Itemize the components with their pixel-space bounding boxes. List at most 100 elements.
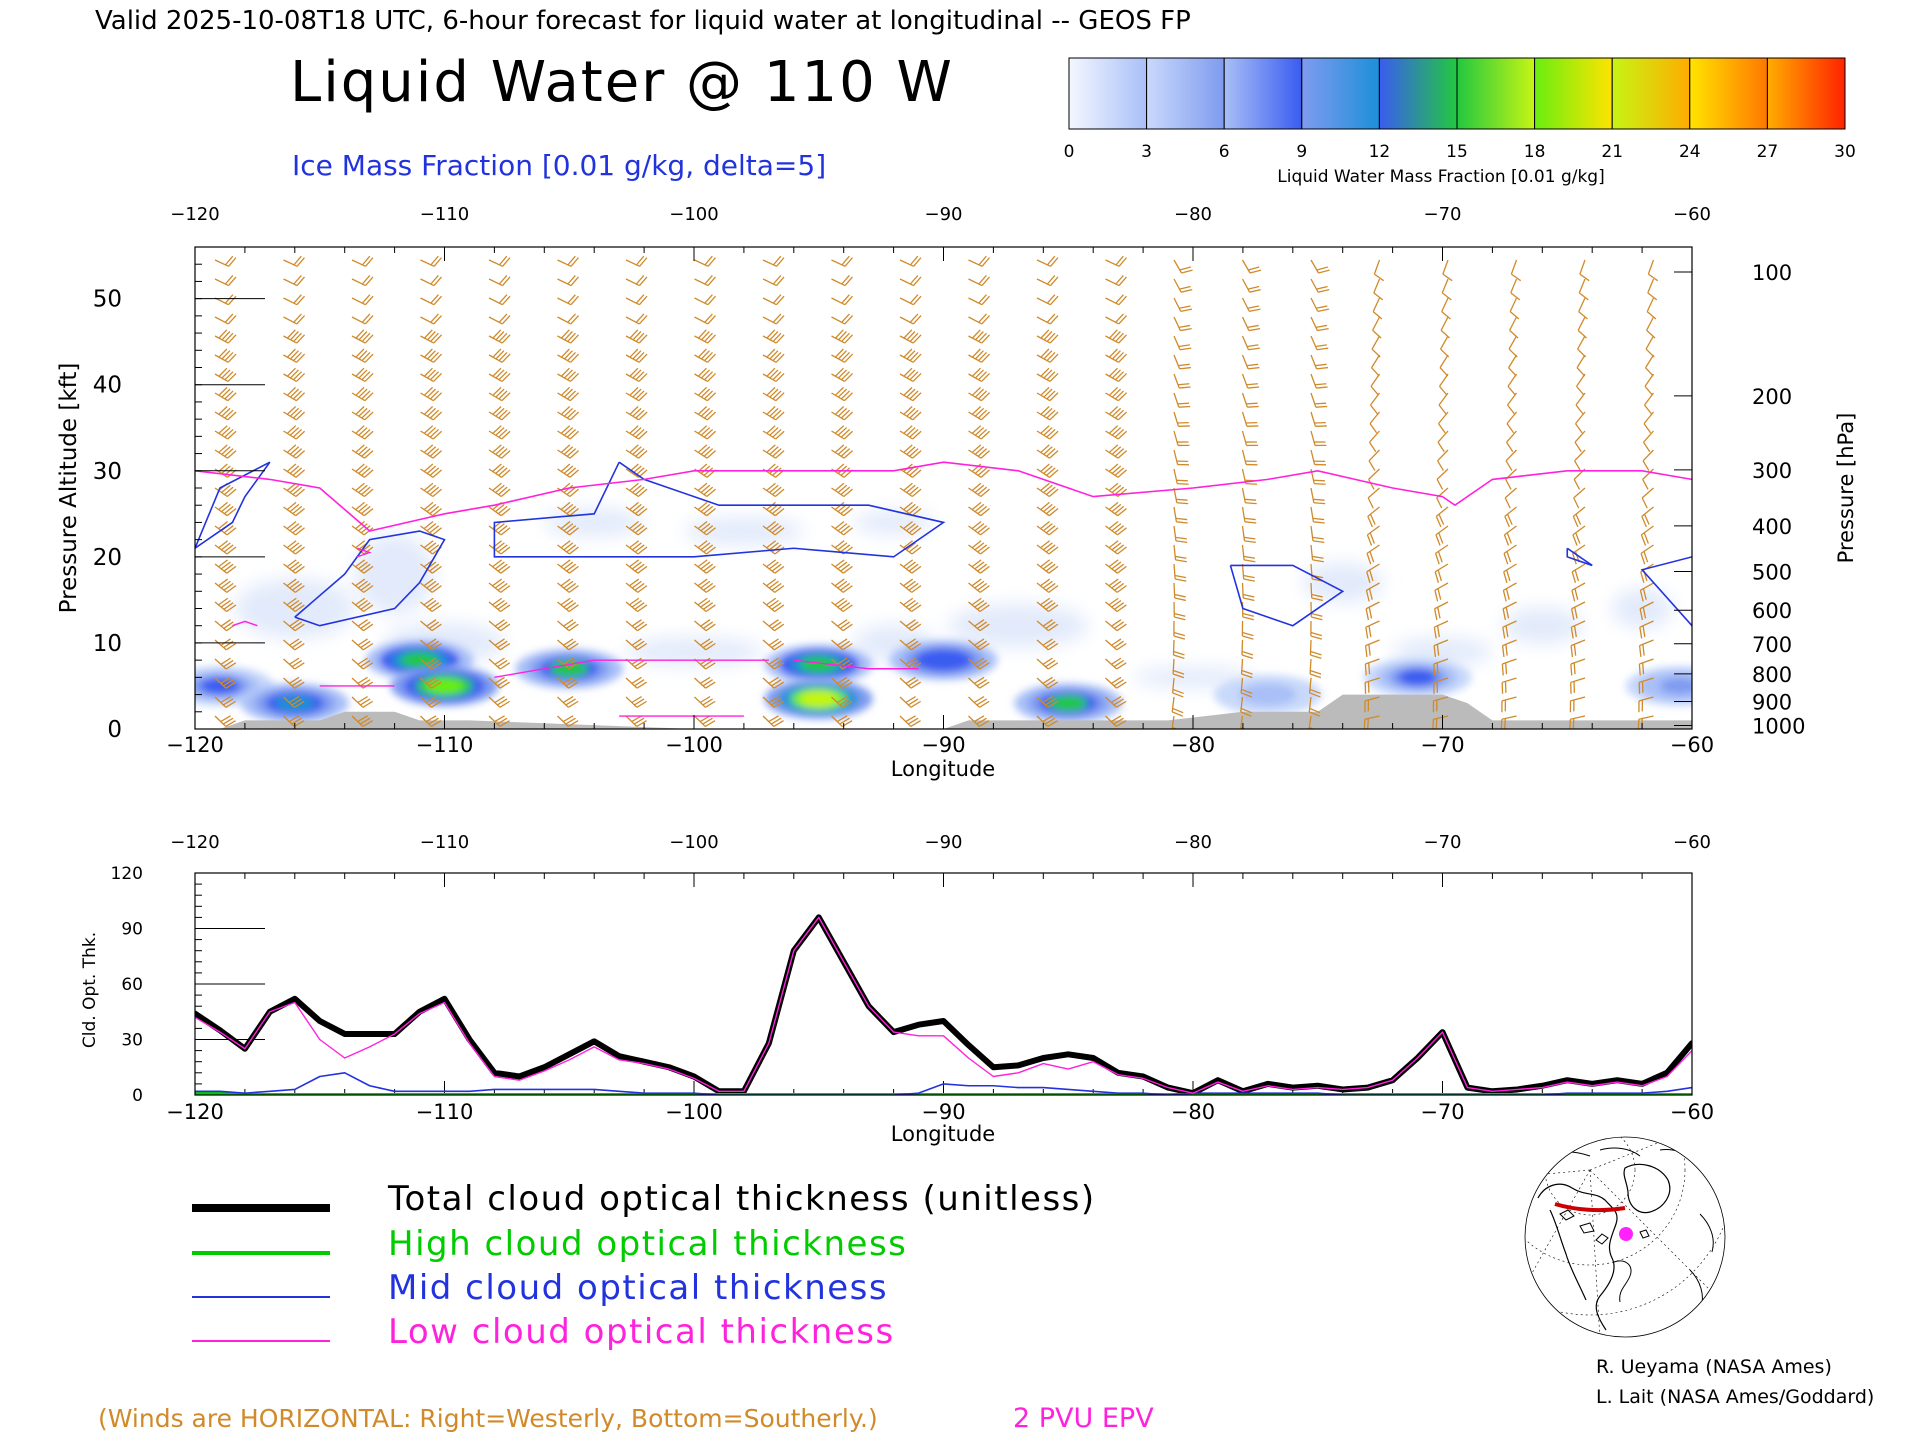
wind-barb-feather (568, 642, 579, 651)
wind-barb-feather (1638, 645, 1642, 658)
wind-barb (557, 313, 580, 325)
wind-barb-feather (842, 642, 853, 651)
wind-barb (488, 619, 511, 632)
wind-barb-feather (433, 353, 443, 363)
wind-barb-feather (974, 676, 985, 684)
wind-barb-feather (700, 446, 711, 455)
wind-barb-feather (497, 563, 508, 572)
wind-barb-shaft (557, 563, 570, 574)
wind-barb-feather (497, 582, 508, 591)
wind-barb-feather (1177, 441, 1189, 443)
wind-barb (1373, 259, 1385, 282)
wind-barb-shaft (420, 411, 434, 421)
wind-barb-feather (568, 585, 579, 593)
wind-barb-feather (1111, 388, 1122, 398)
wind-barb-feather (974, 580, 985, 589)
wind-barb (1240, 677, 1253, 698)
wind-barb-feather (423, 444, 434, 453)
wind-barb (283, 274, 305, 287)
wind-barb-feather (637, 527, 648, 536)
wind-barb-feather (1111, 657, 1122, 665)
wind-barb-feather (704, 720, 716, 728)
wind-barb-feather (426, 484, 437, 494)
wind-barb (694, 255, 716, 267)
wind-barb-feather (1246, 383, 1258, 386)
wind-barb-feather (1046, 371, 1056, 381)
wind-barb-feather (842, 681, 853, 689)
wind-barb-shaft (1577, 316, 1586, 331)
wind-barb-feather (218, 386, 228, 396)
wind-barb-feather (1309, 726, 1321, 729)
wind-barb-feather (704, 274, 713, 285)
wind-barb (694, 638, 716, 651)
wind-barb-feather (296, 276, 305, 286)
wind-barb-feather (1108, 367, 1118, 377)
wind-barb-feather (1181, 269, 1193, 274)
wind-barb-feather (637, 604, 648, 613)
wind-barb (968, 482, 990, 498)
wind-barb-feather (1111, 446, 1122, 455)
wind-barb-feather (1046, 332, 1056, 342)
wind-barb (1173, 487, 1189, 505)
wind-barb-shaft (283, 525, 296, 536)
wind-barb-feather (568, 604, 579, 613)
wind-barb-shaft (1105, 639, 1118, 651)
wind-barb-feather (909, 486, 919, 496)
wind-barb-feather (1573, 497, 1580, 509)
wind-barb-feather (1504, 516, 1510, 528)
wind-barb-feather (563, 580, 574, 589)
wind-barb-feather (227, 353, 237, 363)
colorbar: 0 3 6 9 12 15 18 21 24 27 30 Liquid Water Mass Fra… (1064, 57, 1856, 187)
wind-barb-feather (1174, 616, 1186, 621)
wind-barb-shaft (625, 449, 639, 459)
wind-barb-shaft (968, 316, 983, 325)
wind-barb-shaft (625, 316, 640, 325)
wind-barb-feather (1116, 585, 1127, 593)
wind-barb-feather (289, 580, 300, 589)
wind-barb-shaft (1310, 392, 1317, 408)
wind-barb-feather (1367, 516, 1373, 528)
wind-barb (1241, 620, 1254, 640)
wind-barb-feather (1116, 662, 1127, 670)
wind-barb-feather (223, 640, 234, 649)
wind-barb-feather (364, 392, 374, 402)
wind-barb-feather (569, 392, 580, 402)
bottom-x-tick-label-upper: −110 (420, 832, 469, 853)
wind-barb-shaft (488, 601, 502, 613)
wind-barb (762, 255, 785, 267)
wind-barb (1368, 430, 1380, 453)
wind-barb-feather (364, 315, 374, 325)
wind-barb-shaft (420, 506, 434, 517)
legend-label-low: Low cloud optical thickness (388, 1312, 895, 1352)
wind-barb-feather (1646, 311, 1657, 320)
wind-barb (1308, 715, 1321, 729)
wind-barb-feather (980, 488, 990, 498)
wind-barb (557, 444, 580, 459)
wind-barb-feather (1639, 608, 1644, 621)
wind-barb-feather (289, 369, 299, 379)
wind-barb-feather (700, 580, 711, 589)
wind-barb-feather (432, 527, 442, 536)
wind-barb-feather (638, 430, 648, 440)
wind-barb-feather (570, 295, 580, 306)
wind-barb-shaft (694, 487, 708, 498)
wind-barb-feather (432, 507, 442, 517)
wind-barb-shaft (420, 582, 433, 593)
wind-barb-feather (492, 329, 502, 339)
wind-barb-feather (223, 563, 234, 572)
wind-barb (899, 425, 922, 440)
wind-barb-feather (1114, 409, 1125, 419)
wind-barb-shaft (1434, 563, 1449, 573)
wind-barb (1036, 463, 1059, 478)
wind-barb (420, 255, 442, 267)
wind-barb-feather (358, 427, 368, 436)
wind-barb-feather (498, 390, 508, 400)
wind-barb-shaft (968, 696, 980, 708)
wind-barb-feather (629, 386, 639, 396)
wind-barb (694, 444, 717, 459)
wind-barb-feather (837, 599, 848, 608)
wind-barb-feather (1247, 344, 1259, 348)
wind-barb-feather (1366, 571, 1371, 583)
wind-barb-shaft (899, 715, 912, 727)
wind-barb-shaft (1036, 544, 1050, 555)
